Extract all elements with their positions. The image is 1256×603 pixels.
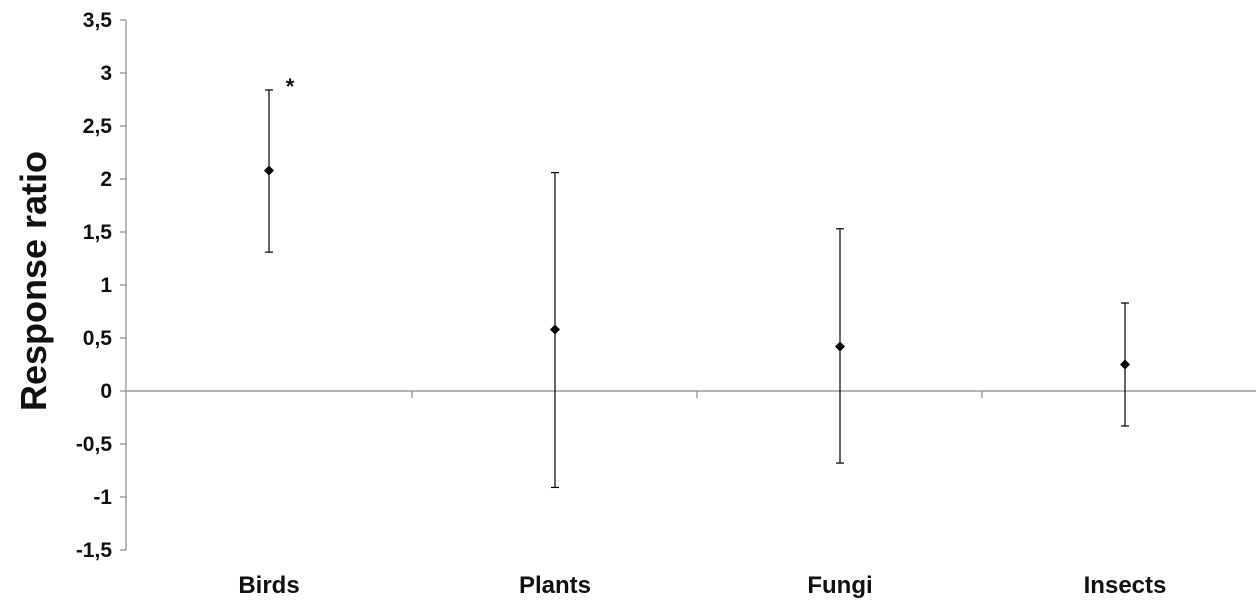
y-tick-label: 2: [100, 168, 112, 191]
y-tick-label: -1,5: [76, 539, 113, 562]
y-tick-label: 0,5: [83, 327, 113, 350]
y-tick-label: 1,5: [83, 221, 113, 244]
significance-annotation: *: [286, 74, 295, 99]
y-axis-label: Response ratio: [13, 151, 54, 411]
y-tick-label: 2,5: [83, 115, 113, 138]
category-label: Fungi: [807, 572, 872, 599]
y-axis-ticks: 3,5 3 2,5 2 1,5 1 0,5 0 -0,5 -1 -1,5: [76, 9, 126, 562]
y-tick-label: -1: [93, 486, 112, 509]
data-point: [1120, 359, 1130, 370]
category-label: Plants: [519, 572, 591, 599]
y-tick-label: -0,5: [76, 433, 113, 456]
data-point: [264, 165, 274, 176]
data-point: [835, 341, 845, 352]
y-tick-label: 3: [100, 62, 112, 85]
x-axis-category-labels: Birds Plants Fungi Insects: [238, 572, 1166, 599]
data-marks: *: [264, 74, 1130, 489]
category-label: Birds: [238, 572, 299, 599]
category-label: Insects: [1084, 572, 1167, 599]
data-point: [550, 324, 560, 335]
y-tick-label: 1: [100, 274, 112, 297]
y-tick-label: 3,5: [83, 9, 113, 32]
axes: [125, 20, 1256, 550]
y-tick-label: 0: [100, 380, 112, 403]
